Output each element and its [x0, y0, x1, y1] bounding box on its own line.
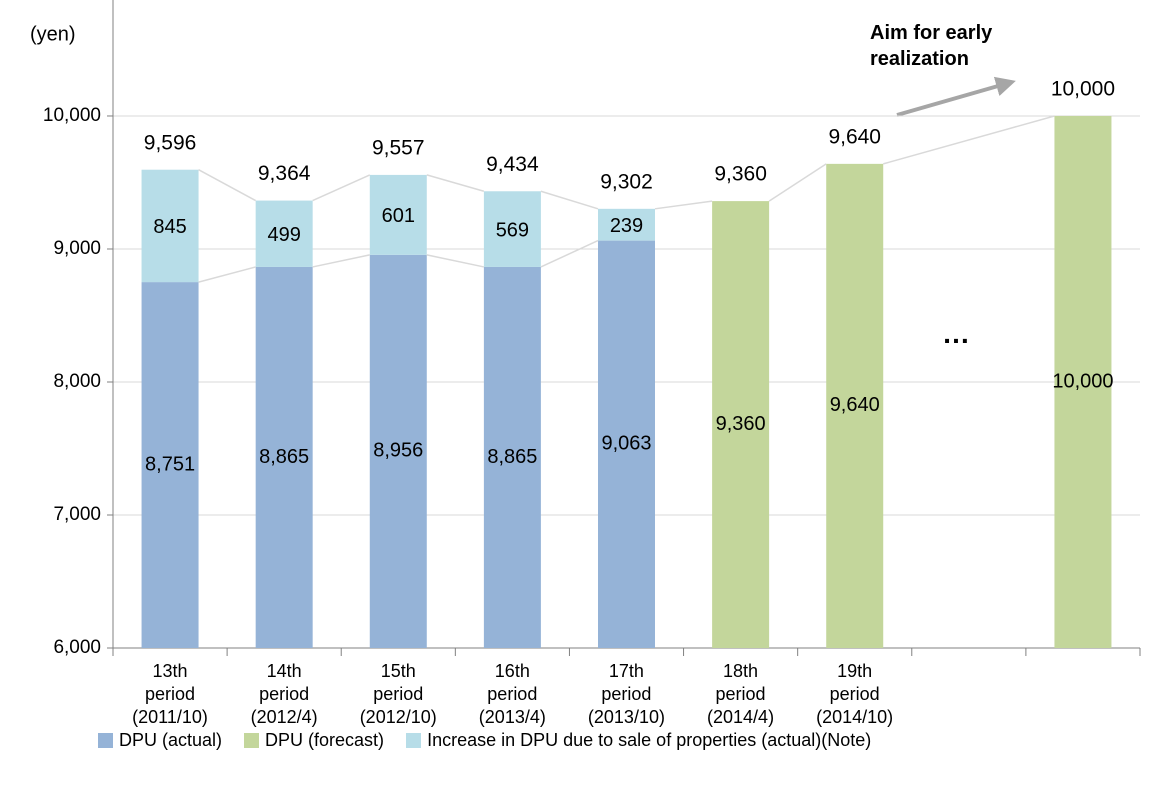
legend-item: DPU (forecast) — [244, 730, 384, 751]
y-tick-label: 6,000 — [53, 637, 101, 658]
total-label: 9,640 — [828, 125, 881, 148]
y-tick-label: 9,000 — [53, 238, 101, 259]
total-connector — [768, 163, 827, 202]
total-connector — [426, 174, 485, 192]
base-connector — [426, 254, 485, 268]
data-label: 9,640 — [830, 394, 880, 416]
bar-segment — [255, 200, 313, 267]
y-tick-label: 10,000 — [43, 105, 101, 126]
legend-label: DPU (actual) — [119, 730, 223, 750]
data-label: 8,751 — [145, 453, 195, 475]
data-label: 569 — [496, 219, 529, 241]
legend-item: DPU (actual) — [98, 730, 222, 751]
bar-segment — [369, 174, 427, 255]
total-label: 10,000 — [1051, 78, 1115, 101]
total-label: 9,302 — [600, 170, 653, 193]
total-label: 9,434 — [486, 153, 539, 176]
data-label: 8,956 — [373, 440, 423, 462]
bar-segment — [826, 163, 884, 649]
y-tick-label: 8,000 — [53, 371, 101, 392]
data-label: 499 — [267, 224, 300, 246]
data-label: 239 — [610, 215, 643, 237]
ellipsis: … — [942, 318, 970, 349]
x-tick-label: 17th period (2013/10) — [587, 661, 665, 727]
bar-segment — [369, 254, 427, 648]
x-tick-label: 15th period (2012/10) — [359, 661, 437, 727]
bar-segment — [483, 191, 541, 267]
bar-segment — [483, 266, 541, 648]
legend-swatch — [98, 733, 113, 748]
bar-segment — [141, 282, 199, 648]
y-tick-label: 7,000 — [53, 504, 101, 525]
legend-swatch — [244, 733, 260, 748]
annotation-arrow — [896, 76, 1016, 117]
x-tick-label: 18th period (2014/4) — [707, 661, 775, 727]
legend-item: Increase in DPU due to sale of propertie… — [406, 730, 871, 751]
legend: DPU (actual) DPU (forecast) Increase in DP… — [98, 730, 871, 751]
base-connector — [540, 239, 599, 268]
data-label: 9,063 — [601, 433, 651, 455]
total-connector — [312, 174, 371, 202]
total-label: 9,557 — [372, 136, 425, 159]
x-tick-label: 19th period (2014/10) — [816, 661, 894, 727]
total-connector — [198, 169, 257, 202]
data-label: 601 — [382, 205, 415, 227]
legend-label: Increase in DPU due to sale of propertie… — [427, 730, 872, 750]
bar-segment — [141, 169, 199, 283]
total-label: 9,596 — [144, 131, 197, 154]
bar-segment — [598, 208, 655, 241]
base-connector — [312, 254, 370, 268]
bar-segment — [598, 240, 655, 649]
bar-segment — [712, 201, 770, 648]
data-label: 845 — [153, 216, 186, 238]
legend-label: DPU (forecast) — [265, 730, 385, 750]
bar-segment — [255, 266, 313, 648]
bar-segment — [1054, 115, 1112, 649]
legend-swatch — [406, 733, 422, 748]
x-tick-label: 16th period (2013/4) — [478, 661, 546, 727]
total-connector — [883, 115, 1055, 165]
data-label: 10,000 — [1052, 370, 1113, 392]
data-label: 9,360 — [716, 413, 766, 435]
total-label: 9,364 — [258, 162, 311, 185]
x-tick-label: 13th period (2011/10) — [132, 661, 208, 727]
data-label: 8,865 — [487, 446, 537, 468]
total-connector — [540, 190, 599, 210]
data-label: 8,865 — [259, 446, 309, 468]
total-label: 9,360 — [714, 163, 767, 186]
base-connector — [198, 266, 256, 283]
x-tick-label: 14th period (2012/4) — [250, 661, 318, 727]
total-connector — [654, 200, 713, 210]
annotation: Aim for early realization — [870, 22, 993, 70]
y-axis-unit: (yen) — [30, 23, 76, 45]
